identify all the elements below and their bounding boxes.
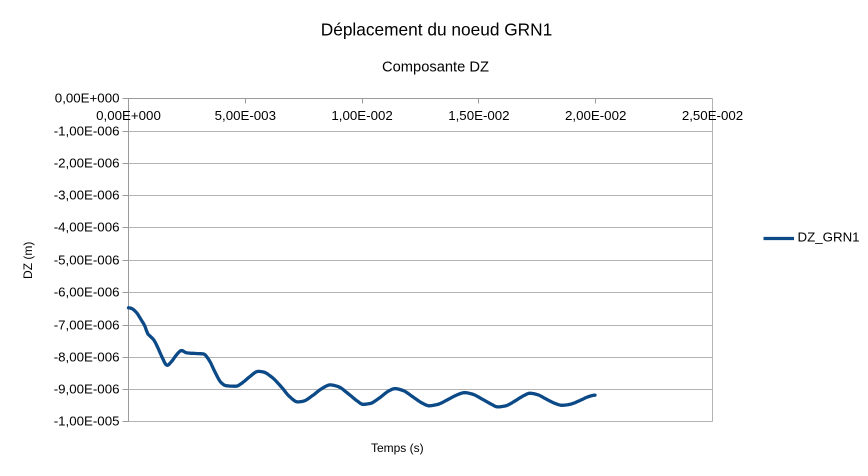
svg-text:5,00E-003: 5,00E-003 (215, 108, 276, 123)
svg-text:-7,00E-006: -7,00E-006 (54, 318, 120, 333)
svg-text:DZ (m): DZ (m) (21, 242, 35, 279)
svg-text:-1,00E-005: -1,00E-005 (54, 414, 120, 429)
svg-text:1,50E-002: 1,50E-002 (448, 108, 509, 123)
svg-text:Temps (s): Temps (s) (371, 441, 424, 455)
svg-text:Déplacement du noeud GRN1: Déplacement du noeud GRN1 (321, 20, 553, 40)
svg-text:2,50E-002: 2,50E-002 (682, 108, 743, 123)
svg-text:-4,00E-006: -4,00E-006 (54, 220, 120, 235)
svg-text:0,00E+000: 0,00E+000 (55, 91, 120, 106)
svg-text:-2,00E-006: -2,00E-006 (54, 156, 120, 171)
svg-text:-8,00E-006: -8,00E-006 (54, 350, 120, 365)
svg-text:2,00E-002: 2,00E-002 (565, 108, 626, 123)
svg-text:-6,00E-006: -6,00E-006 (54, 285, 120, 300)
svg-text:-5,00E-006: -5,00E-006 (54, 253, 120, 268)
svg-text:Composante DZ: Composante DZ (382, 60, 489, 76)
svg-text:0,00E+000: 0,00E+000 (96, 108, 161, 123)
svg-text:-3,00E-006: -3,00E-006 (54, 188, 120, 203)
svg-text:-9,00E-006: -9,00E-006 (54, 382, 120, 397)
svg-text:DZ_GRN1: DZ_GRN1 (798, 230, 860, 245)
svg-text:1,00E-002: 1,00E-002 (331, 108, 392, 123)
svg-text:-1,00E-006: -1,00E-006 (54, 124, 120, 139)
